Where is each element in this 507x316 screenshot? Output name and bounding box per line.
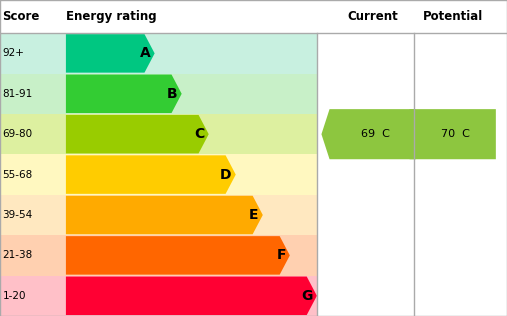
Text: 55-68: 55-68	[3, 170, 33, 179]
Text: 39-54: 39-54	[3, 210, 33, 220]
Polygon shape	[66, 75, 182, 113]
Text: 92+: 92+	[3, 48, 24, 58]
Text: 69  C: 69 C	[361, 129, 389, 139]
Text: Energy rating: Energy rating	[66, 10, 157, 23]
Bar	[0, 195, 317, 235]
Bar	[0, 155, 317, 195]
Bar	[0, 114, 317, 155]
Text: 69-80: 69-80	[3, 129, 32, 139]
Text: A: A	[140, 46, 151, 60]
Text: Potential: Potential	[423, 10, 483, 23]
Polygon shape	[66, 196, 263, 234]
Bar	[0, 74, 317, 114]
Text: F: F	[276, 248, 286, 262]
Polygon shape	[66, 155, 236, 194]
Text: Score: Score	[3, 10, 40, 23]
Bar	[0, 33, 317, 74]
Polygon shape	[66, 276, 317, 315]
Polygon shape	[321, 109, 416, 159]
Text: G: G	[302, 289, 313, 303]
Text: 70  C: 70 C	[441, 129, 469, 139]
Text: Current: Current	[347, 10, 398, 23]
Polygon shape	[66, 115, 209, 154]
Text: B: B	[167, 87, 177, 101]
Text: 21-38: 21-38	[3, 250, 33, 260]
Bar	[0, 235, 317, 276]
Text: 81-91: 81-91	[3, 89, 33, 99]
Text: C: C	[194, 127, 205, 141]
Polygon shape	[66, 34, 155, 73]
Bar	[0, 276, 317, 316]
Text: D: D	[220, 167, 232, 182]
Polygon shape	[66, 236, 290, 275]
Text: 1-20: 1-20	[3, 291, 26, 301]
Text: E: E	[249, 208, 259, 222]
Polygon shape	[402, 109, 496, 159]
